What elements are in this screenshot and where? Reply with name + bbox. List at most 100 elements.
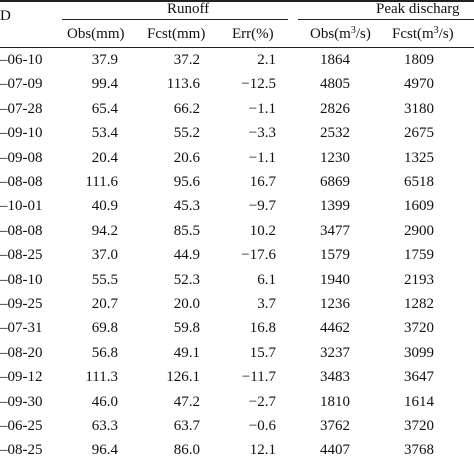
obs-discharge-cell: 3237 <box>320 344 350 361</box>
fcst-runoff-cell: 55.2 <box>173 125 200 142</box>
fcst-discharge-cell: 3647 <box>404 369 434 386</box>
obs-runoff-cell: 96.4 <box>91 442 118 459</box>
err-pct-cell: 3.7 <box>257 296 276 312</box>
fcst-discharge-cell: 2900 <box>404 222 434 239</box>
fcst-discharge-cell: 3099 <box>404 344 434 361</box>
id-column-header: D <box>0 8 11 24</box>
fcst-runoff-cell: 66.2 <box>173 100 200 117</box>
table-top-rule <box>0 0 474 2</box>
fcst-discharge-cell: 3720 <box>404 320 434 337</box>
err-pct-cell: −9.7 <box>248 198 276 215</box>
obs-discharge-cell: 1940 <box>320 271 350 288</box>
obs-discharge-cell: 2532 <box>320 125 350 142</box>
err-pct-cell: 6.1 <box>257 271 276 288</box>
date-cell: ‒07-31 <box>0 320 43 337</box>
fcst-discharge-cell: 3768 <box>404 442 434 459</box>
date-cell: ‒08-25 <box>0 247 43 264</box>
fcst-discharge-header: Fcst(m3/s) <box>392 25 454 43</box>
obs-discharge-cell: 2826 <box>320 100 350 117</box>
fcst-runoff-cell: 95.6 <box>173 174 200 190</box>
obs-runoff-cell: 111.3 <box>85 369 118 386</box>
err-pct-cell: −0.6 <box>248 418 276 434</box>
date-cell: ‒06-10 <box>0 52 43 68</box>
fcst-discharge-cell: 1282 <box>404 296 434 312</box>
err-pct-cell: −1.1 <box>248 149 276 166</box>
err-pct-header: Err(%) <box>232 26 274 42</box>
date-cell: ‒06-25 <box>0 418 43 434</box>
obs-discharge-cell: 6869 <box>320 174 350 190</box>
err-pct-cell: −12.5 <box>241 76 276 93</box>
fcst-discharge-cell: 1325 <box>404 149 434 166</box>
obs-discharge-cell: 1864 <box>320 52 350 68</box>
obs-runoff-cell: 40.9 <box>91 198 118 215</box>
obs-runoff-cell: 56.8 <box>91 344 118 361</box>
fcst-discharge-cell: 1759 <box>404 247 434 264</box>
err-pct-cell: 15.7 <box>249 344 276 361</box>
fcst-runoff-cell: 59.8 <box>173 320 200 337</box>
err-pct-cell: −17.6 <box>241 247 276 264</box>
obs-runoff-cell: 55.5 <box>91 271 118 288</box>
err-pct-cell: 16.8 <box>249 320 276 337</box>
obs-discharge-cell: 1399 <box>320 198 350 215</box>
err-pct-cell: 12.1 <box>249 442 276 459</box>
peak-discharge-group-header: Peak discharg <box>376 1 460 17</box>
fcst-runoff-cell: 20.6 <box>173 149 200 166</box>
date-cell: ‒09-10 <box>0 125 43 142</box>
runoff-group-rule <box>62 19 288 20</box>
date-cell: ‒07-09 <box>0 76 43 93</box>
obs-discharge-cell: 3762 <box>320 418 350 434</box>
date-cell: ‒08-20 <box>0 344 43 361</box>
fcst-discharge-cell: 4970 <box>404 76 434 93</box>
obs-runoff-cell: 94.2 <box>91 222 118 239</box>
date-cell: ‒08-10 <box>0 271 43 288</box>
header-bottom-rule <box>0 47 474 48</box>
obs-discharge-cell: 4805 <box>320 76 350 93</box>
fcst-discharge-cell: 2675 <box>404 125 434 142</box>
fcst-discharge-cell: 2193 <box>404 271 434 288</box>
date-cell: ‒09-25 <box>0 296 43 312</box>
peak-group-rule <box>298 19 474 20</box>
fcst-runoff-cell: 126.1 <box>166 369 200 386</box>
date-cell: ‒09-08 <box>0 149 43 166</box>
fcst-runoff-cell: 49.1 <box>173 344 200 361</box>
err-pct-cell: −2.7 <box>248 393 276 410</box>
fcst-runoff-cell: 113.6 <box>166 76 200 93</box>
fcst-discharge-cell: 1609 <box>404 198 434 215</box>
fcst-runoff-cell: 45.3 <box>173 198 200 215</box>
obs-discharge-cell: 4407 <box>320 442 350 459</box>
fcst-runoff-cell: 47.2 <box>173 393 200 410</box>
fcst-discharge-cell: 3180 <box>404 100 434 117</box>
fcst-runoff-cell: 52.3 <box>173 271 200 288</box>
obs-discharge-cell: 4462 <box>320 320 350 337</box>
obs-discharge-header: Obs(m3/s) <box>310 25 371 43</box>
obs-runoff-cell: 99.4 <box>91 76 118 93</box>
obs-runoff-cell: 111.6 <box>85 174 118 190</box>
date-cell: ‒08-25 <box>0 442 43 459</box>
fcst-discharge-cell: 3720 <box>404 418 434 434</box>
fcst-discharge-cell: 1614 <box>404 393 434 410</box>
date-cell: ‒09-12 <box>0 369 43 386</box>
obs-runoff-cell: 65.4 <box>91 100 118 117</box>
date-cell: ‒07-28 <box>0 100 43 117</box>
obs-discharge-cell: 1230 <box>320 149 350 166</box>
fcst-runoff-cell: 37.2 <box>173 52 200 68</box>
err-pct-cell: −3.3 <box>248 125 276 142</box>
obs-runoff-cell: 20.4 <box>91 149 118 166</box>
fcst-runoff-cell: 85.5 <box>173 222 200 239</box>
date-cell: ‒10-01 <box>0 198 43 215</box>
date-cell: ‒08-08 <box>0 222 43 239</box>
runoff-group-header: Runoff <box>167 1 210 17</box>
err-pct-cell: −1.1 <box>248 100 276 117</box>
err-pct-cell: 2.1 <box>257 52 276 68</box>
obs-discharge-cell: 3477 <box>320 222 350 239</box>
obs-discharge-cell: 1236 <box>320 296 350 312</box>
obs-runoff-cell: 46.0 <box>91 393 118 410</box>
err-pct-cell: 10.2 <box>249 222 276 239</box>
obs-discharge-cell: 1579 <box>320 247 350 264</box>
obs-runoff-cell: 53.4 <box>91 125 118 142</box>
fcst-runoff-cell: 63.7 <box>173 418 200 434</box>
fcst-discharge-cell: 6518 <box>404 174 434 190</box>
date-cell: ‒09-30 <box>0 393 43 410</box>
obs-discharge-cell: 3483 <box>320 369 350 386</box>
